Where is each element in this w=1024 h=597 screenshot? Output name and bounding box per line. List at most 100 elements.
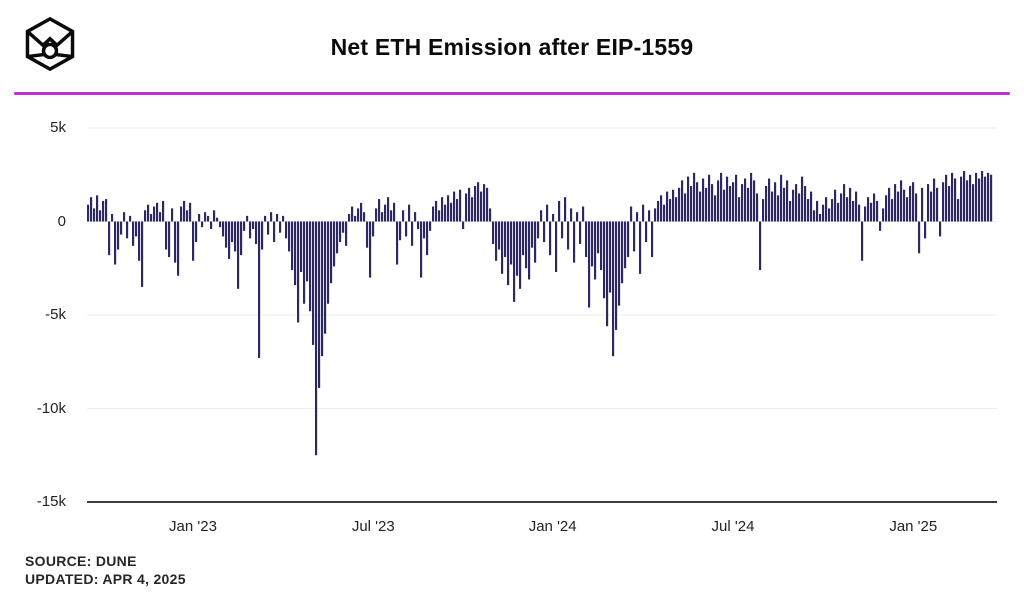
emission-bar [693, 172, 696, 222]
emission-bar [663, 204, 666, 222]
emission-bar [294, 221, 297, 286]
emission-bar [87, 204, 90, 222]
emission-bar [504, 221, 507, 258]
emission-bar [189, 202, 192, 222]
emission-bar [150, 214, 153, 222]
emission-bar [615, 221, 618, 330]
emission-bar [546, 204, 549, 222]
emission-bar [666, 191, 669, 222]
emission-bar [639, 221, 642, 274]
emission-bar [441, 197, 444, 222]
emission-bar [492, 221, 495, 244]
emission-bar [111, 214, 114, 222]
updated-label: UPDATED: APR 4, 2025 [25, 571, 186, 587]
emission-bar [867, 197, 870, 222]
emission-bar [147, 204, 150, 222]
emission-bar [627, 221, 630, 258]
emission-bar [225, 221, 228, 248]
emission-bar [381, 212, 384, 222]
emission-bar [420, 221, 423, 278]
emission-bar [543, 221, 546, 243]
emission-bar [129, 215, 132, 222]
emission-bar [558, 200, 561, 222]
emission-bar [573, 221, 576, 263]
emission-bar [510, 221, 513, 265]
emission-bar [597, 221, 600, 254]
emission-bar [786, 180, 789, 222]
emission-bar [276, 214, 279, 222]
emission-bar [336, 221, 339, 254]
page-title: Net ETH Emission after EIP-1559 [330, 34, 694, 60]
emission-bar [270, 212, 273, 222]
emission-bar [849, 187, 852, 222]
emission-bar [477, 182, 480, 222]
emission-bar [948, 185, 951, 222]
emission-bar [348, 214, 351, 222]
emission-bar [198, 214, 201, 222]
emission-bar [432, 206, 435, 222]
emission-bar [561, 221, 564, 239]
emission-bar [594, 221, 597, 280]
emission-bar [879, 221, 882, 231]
emission-bar [603, 221, 606, 299]
emission-bar [831, 199, 834, 222]
emission-bar [306, 221, 309, 282]
emission-bar [717, 180, 720, 222]
emission-bar [972, 184, 975, 222]
emission-bar [777, 195, 780, 222]
emission-bar [840, 193, 843, 222]
emission-bar [384, 204, 387, 222]
emission-bar [906, 197, 909, 222]
emission-bar [171, 208, 174, 222]
emission-bar [924, 221, 927, 239]
x-tick-label: Jan '25 [889, 518, 938, 535]
emission-bar [108, 221, 111, 256]
emission-bar [489, 208, 492, 222]
emission-bar [621, 221, 624, 284]
emission-bar [942, 182, 945, 222]
emission-bar [531, 221, 534, 248]
emission-bar [264, 215, 267, 222]
emission-bar [981, 171, 984, 222]
emission-bar [738, 197, 741, 222]
emission-bar [525, 221, 528, 269]
emission-bar [366, 221, 369, 248]
emission-bar [888, 187, 891, 222]
emission-bar [672, 189, 675, 222]
emission-bar [843, 184, 846, 222]
emission-bar [780, 174, 783, 222]
emission-bar [801, 176, 804, 222]
source-label: SOURCE: DUNE [25, 553, 137, 569]
emission-bar [819, 214, 822, 222]
emission-bar [678, 187, 681, 222]
emission-bar [408, 204, 411, 222]
emission-bar [90, 197, 93, 222]
emission-bar [954, 178, 957, 222]
emission-bar [825, 197, 828, 222]
emission-bar [705, 187, 708, 222]
emission-bar [789, 200, 792, 222]
emission-bar [351, 206, 354, 222]
emission-bar [267, 221, 270, 235]
emission-bar [714, 195, 717, 222]
emission-bar [237, 221, 240, 289]
emission-bar [747, 187, 750, 222]
emission-bar [657, 200, 660, 222]
emission-bar [174, 221, 177, 263]
emission-bar [300, 221, 303, 272]
emission-bar [885, 195, 888, 222]
emission-bar [765, 185, 768, 222]
emission-bar [102, 200, 105, 222]
emission-bar [630, 206, 633, 222]
emission-bar [483, 184, 486, 222]
emission-bar [834, 189, 837, 222]
emission-bar [231, 221, 234, 243]
emission-bar [285, 221, 288, 239]
emission-bar [804, 185, 807, 222]
emission-bar [459, 189, 462, 222]
emission-bar [600, 221, 603, 271]
emission-bar [711, 184, 714, 222]
emission-bar [369, 221, 372, 278]
emission-bar [498, 221, 501, 250]
